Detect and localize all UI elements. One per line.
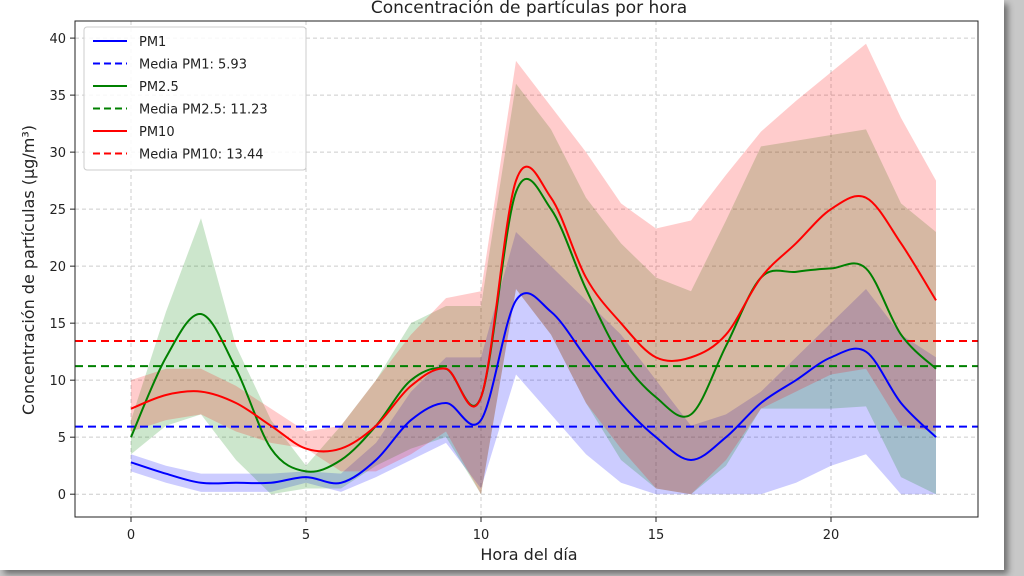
legend-label: PM2.5 bbox=[139, 80, 179, 95]
series-line-pm25 bbox=[130, 177, 937, 473]
mean-lines bbox=[75, 339, 978, 428]
series-line-pm1 bbox=[130, 292, 937, 485]
legend-label: PM1 bbox=[139, 35, 166, 50]
x-axis-label: Hora del día bbox=[480, 545, 577, 564]
plot-border bbox=[74, 20, 979, 518]
series-line-pm10 bbox=[130, 165, 937, 453]
y-tick-label: 20 bbox=[49, 260, 66, 275]
legend-label: Media PM2.5: 11.23 bbox=[139, 103, 268, 118]
x-tick-label: 10 bbox=[473, 528, 490, 543]
axis-ticks: 0 5 10 15 20 0 5 10 15 20 25 30 35 40 bbox=[49, 32, 839, 543]
y-tick-label: 10 bbox=[49, 374, 66, 389]
y-axis-label: Concentración de partículas (µg/m³) bbox=[19, 125, 38, 415]
x-tick-label: 0 bbox=[127, 528, 135, 543]
legend-label: Media PM1: 5.93 bbox=[139, 58, 247, 73]
y-tick-label: 15 bbox=[49, 317, 66, 332]
band-pm25 bbox=[131, 83, 936, 495]
chart-title: Concentración de partículas por hora bbox=[371, 0, 687, 18]
band-pm10 bbox=[131, 43, 936, 495]
legend: PM1 Media PM1: 5.93 PM2.5 Media PM2.5: 11.2… bbox=[83, 26, 307, 171]
y-tick-label: 30 bbox=[49, 146, 66, 161]
y-tick-label: 35 bbox=[49, 89, 66, 104]
legend-label: Media PM10: 13.44 bbox=[139, 148, 264, 163]
legend-label: PM10 bbox=[139, 125, 175, 140]
x-tick-label: 20 bbox=[823, 528, 840, 543]
legend-box bbox=[83, 26, 307, 171]
y-tick-label: 25 bbox=[49, 203, 66, 218]
y-tick-label: 5 bbox=[58, 431, 66, 446]
series-lines bbox=[130, 165, 937, 485]
x-tick-label: 15 bbox=[648, 528, 665, 543]
y-tick-label: 0 bbox=[58, 488, 66, 503]
y-tick-label: 40 bbox=[49, 32, 66, 47]
x-tick-label: 5 bbox=[302, 528, 310, 543]
